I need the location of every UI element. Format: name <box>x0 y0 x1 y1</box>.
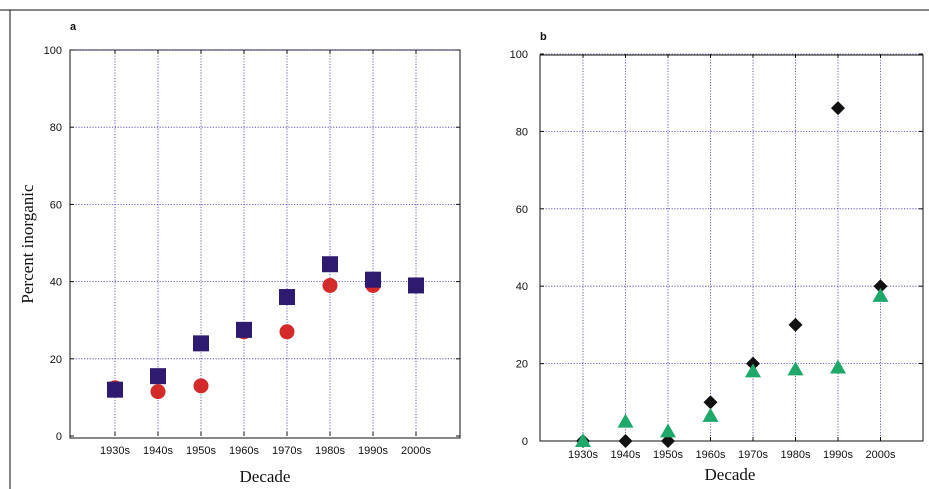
panel-b-ytick-label: 40 <box>516 281 528 293</box>
panel-b-xtick-label: 1930s <box>568 449 598 461</box>
panel-a-square-point <box>408 277 424 294</box>
panel-b-x-axis-title: Decade <box>705 465 756 484</box>
panel-a-square-point <box>107 381 123 398</box>
panel-b-triangle-point <box>787 361 804 376</box>
panel-b-diamond-point <box>618 434 633 448</box>
panel-a-ytick-label: 40 <box>50 277 62 289</box>
panel-b: b 0 20 40 60 80 100 1930s 1940s 1950s 1960s 1970s… <box>510 31 924 484</box>
panel-a-y-axis-title: Percent inorganic <box>18 184 37 304</box>
panel-b-grid <box>540 53 923 441</box>
panel-a-x-axis-title: Decade <box>240 467 291 486</box>
panel-a-x-ticks: 1930s 1940s 1950s 1960s 1970s 1980s 1990s 2000s <box>100 50 431 457</box>
panel-a: a 0 20 40 60 80 100 1930s 1940s 1950s 1960s 1970s… <box>18 21 461 486</box>
panel-a-xtick-label: 1940s <box>143 445 173 457</box>
panel-b-plot-frame <box>539 54 924 442</box>
panel-a-square-point <box>322 256 338 273</box>
panel-b-marks <box>575 101 889 448</box>
panel-a-circle-point <box>193 378 209 394</box>
panel-b-triangle-point <box>617 413 634 428</box>
panel-b-triangle-point <box>575 433 591 447</box>
panel-b-diamond-point <box>873 279 888 294</box>
panel-a-square-point <box>279 289 295 306</box>
panel-b-xtick-label: 2000s <box>866 449 896 461</box>
panel-b-ytick-label: 0 <box>522 436 528 448</box>
panel-a-square-point <box>236 321 252 338</box>
panel-a-y-ticks: 0 20 40 60 80 100 <box>44 45 460 443</box>
panel-b-diamond-point <box>788 317 803 332</box>
panel-a-xtick-label: 1970s <box>272 445 302 457</box>
panel-a-circle-point <box>322 277 338 293</box>
panel-a-square-point <box>365 271 381 288</box>
panel-b-x-ticks: 1930s 1940s 1950s 1960s 1970s 1980s 1990s 2000s <box>568 54 896 461</box>
panel-b-xtick-label: 1940s <box>611 449 641 461</box>
panel-b-ytick-label: 100 <box>510 49 528 61</box>
panel-a-ytick-label: 100 <box>44 45 62 57</box>
panel-b-label: b <box>540 31 547 43</box>
panel-a-ytick-label: 60 <box>50 199 62 211</box>
panel-b-triangle-point <box>830 359 846 374</box>
panel-b-ytick-label: 60 <box>516 204 528 216</box>
panel-a-plot-frame <box>69 49 461 439</box>
panel-a-ytick-label: 80 <box>50 122 62 134</box>
panel-a-circle-point <box>279 324 295 340</box>
panel-a-ytick-label: 20 <box>50 354 62 366</box>
panel-a-xtick-label: 1960s <box>229 445 259 457</box>
panel-b-ytick-label: 80 <box>516 126 528 138</box>
panel-b-xtick-label: 1970s <box>738 449 768 461</box>
panel-b-diamond-point <box>703 395 718 410</box>
panel-b-triangle-point <box>660 423 676 438</box>
panel-b-diamond-point <box>831 101 845 116</box>
panel-b-ytick-label: 20 <box>516 359 528 371</box>
panel-b-xtick-label: 1980s <box>781 449 811 461</box>
panel-a-xtick-label: 1950s <box>186 445 216 457</box>
panel-b-xtick-label: 1990s <box>823 449 853 461</box>
panel-a-ytick-label: 0 <box>56 431 62 443</box>
panel-a-circle-point <box>150 384 166 400</box>
panel-b-y-ticks: 0 20 40 60 80 100 <box>510 49 923 448</box>
panel-a-label: a <box>70 21 77 33</box>
panel-a-grid <box>70 49 460 436</box>
panel-a-xtick-label: 2000s <box>401 445 431 457</box>
panel-a-xtick-label: 1930s <box>100 445 130 457</box>
panel-a-square-point <box>150 368 166 385</box>
panel-a-marks <box>107 256 424 400</box>
panel-a-xtick-label: 1990s <box>358 445 388 457</box>
panel-b-triangle-point <box>745 363 761 378</box>
panel-b-xtick-label: 1950s <box>653 449 683 461</box>
panel-b-diamond-point <box>661 434 675 448</box>
panel-a-square-point <box>193 335 209 352</box>
panel-a-xtick-label: 1980s <box>315 445 345 457</box>
panel-b-triangle-point <box>702 407 719 422</box>
panel-b-xtick-label: 1960s <box>696 449 726 461</box>
panel-b-triangle-point <box>872 287 889 302</box>
